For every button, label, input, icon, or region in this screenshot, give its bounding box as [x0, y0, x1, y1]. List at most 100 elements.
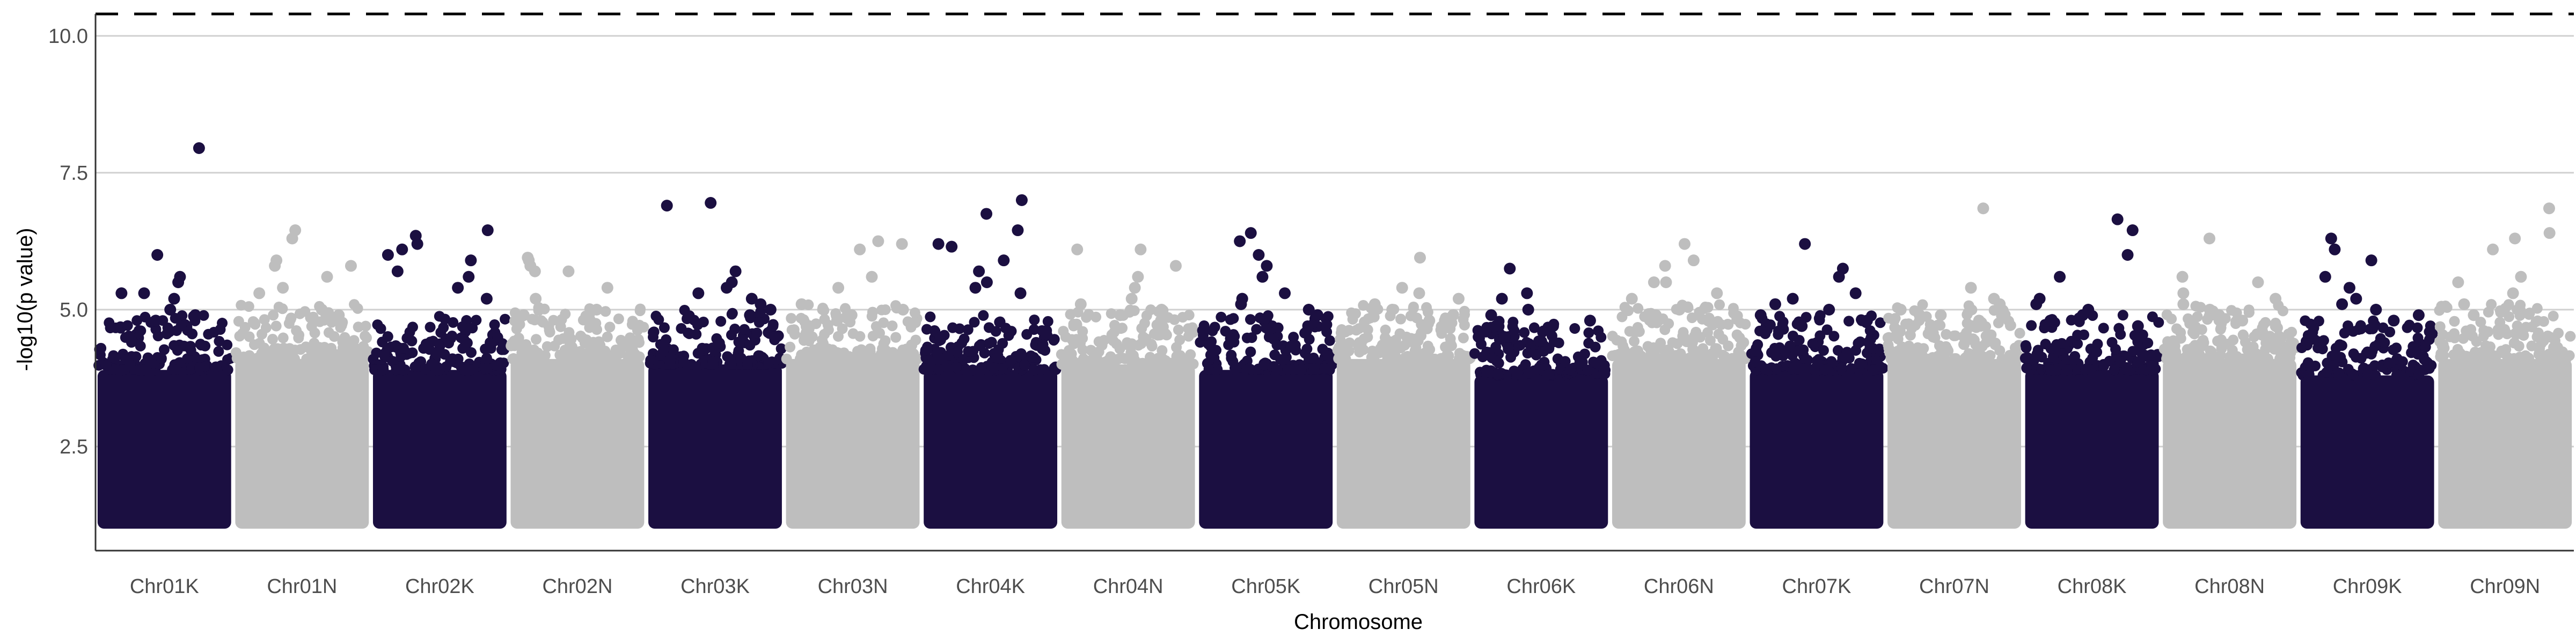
x-tick-labels: Chr01K Chr01N Chr02K Chr02N Chr03K Chr03N Chr0… — [130, 575, 2540, 598]
snp-point — [880, 304, 891, 316]
snp-point — [1138, 331, 1149, 342]
snp-point — [1560, 356, 1571, 367]
snp-point — [2251, 352, 2263, 363]
snp-point — [1408, 301, 1419, 312]
top-hit-point — [2126, 224, 2139, 237]
snp-point — [1596, 332, 1607, 343]
snp-point — [1271, 364, 1282, 375]
x-tick-label: Chr06N — [1644, 575, 1714, 598]
snp-point — [1139, 318, 1150, 329]
snp-point — [1754, 325, 1766, 336]
snp-point — [1226, 349, 1237, 361]
snp-point — [1067, 358, 1078, 370]
snp-point — [398, 342, 409, 354]
top-hit-point — [1648, 276, 1660, 288]
snp-point — [577, 353, 588, 364]
snp-point — [491, 360, 502, 371]
top-hit-point — [1256, 270, 1269, 283]
snp-point — [1994, 345, 2006, 356]
snp-point — [1731, 353, 1743, 364]
top-hit-point — [481, 224, 494, 237]
snp-point — [1619, 302, 1630, 313]
top-hit-point — [1769, 298, 1781, 310]
snp-point — [733, 336, 744, 348]
snp-point — [1958, 339, 1969, 350]
snp-point — [1088, 353, 1100, 364]
snp-point — [387, 355, 398, 367]
snp-point — [109, 353, 121, 364]
snp-point — [1093, 336, 1104, 347]
snp-point — [909, 307, 920, 318]
snp-point — [489, 319, 500, 331]
snp-point — [1422, 340, 1433, 352]
snp-point — [1731, 314, 1743, 325]
top-hit-point — [2365, 254, 2377, 267]
snp-point — [722, 351, 733, 362]
top-hit-point — [1132, 270, 1144, 283]
snp-point — [230, 347, 241, 358]
snp-point — [1321, 319, 1333, 330]
snp-point — [729, 324, 741, 335]
snp-point — [2524, 308, 2535, 319]
snp-point — [1663, 318, 1674, 330]
snp-point — [711, 333, 722, 344]
chromosome-block-Chr07N — [1882, 299, 2025, 529]
snp-point — [270, 320, 282, 332]
snp-point — [393, 363, 405, 375]
snp-point — [1996, 353, 2008, 364]
snp-point — [2494, 317, 2506, 328]
snp-point — [2478, 325, 2490, 336]
snp-point — [328, 331, 340, 342]
top-hit-point — [269, 260, 281, 272]
snp-point — [2347, 326, 2359, 337]
snp-point — [2153, 351, 2164, 362]
top-hit-point — [2177, 298, 2190, 310]
snp-point — [678, 356, 690, 367]
snp-point — [692, 348, 704, 359]
snp-point — [1483, 367, 1494, 378]
top-hit-point — [411, 238, 423, 250]
chromosome-block-Chr07K — [1746, 310, 1889, 529]
snp-point — [2377, 322, 2389, 333]
top-hit-point — [1678, 238, 1690, 250]
snp-point — [377, 364, 389, 376]
snp-point — [1409, 353, 1421, 364]
top-hit-point — [1787, 292, 1799, 305]
snp-point — [1254, 312, 1265, 324]
snp-point — [632, 325, 643, 336]
snp-point — [2347, 369, 2359, 380]
dense-points — [1474, 375, 1608, 529]
top-hit-point — [946, 240, 958, 253]
top-hit-point — [2388, 314, 2400, 327]
snp-point — [2020, 340, 2031, 351]
top-hit-point — [151, 248, 164, 261]
snp-point — [2475, 317, 2486, 328]
snp-point — [867, 306, 878, 318]
snp-point — [823, 324, 834, 335]
x-tick-label: Chr07K — [1782, 575, 1851, 598]
snp-point — [1624, 326, 1635, 337]
snp-point — [1655, 338, 1666, 349]
snp-point — [361, 332, 372, 343]
snp-point — [2286, 326, 2297, 338]
snp-point — [135, 340, 146, 352]
snp-point — [2205, 353, 2216, 364]
snp-point — [243, 301, 254, 312]
snp-point — [1203, 364, 1214, 375]
snp-point — [2303, 370, 2314, 381]
snp-point — [947, 322, 958, 333]
snp-point — [2435, 348, 2447, 360]
snp-point — [1924, 319, 1936, 330]
snp-point — [650, 310, 662, 321]
top-hits-Chr08N — [2176, 232, 2282, 332]
snp-point — [407, 321, 418, 333]
x-tick-label: Chr09K — [2333, 575, 2402, 598]
snp-point — [1285, 340, 1297, 352]
top-hit-point — [2076, 309, 2089, 321]
snp-point — [409, 361, 421, 372]
snp-point — [1146, 340, 1158, 352]
top-hit-point — [1521, 287, 1533, 299]
snp-point — [138, 364, 149, 376]
snp-point — [2240, 336, 2251, 348]
top-hit-point — [1711, 287, 1723, 299]
